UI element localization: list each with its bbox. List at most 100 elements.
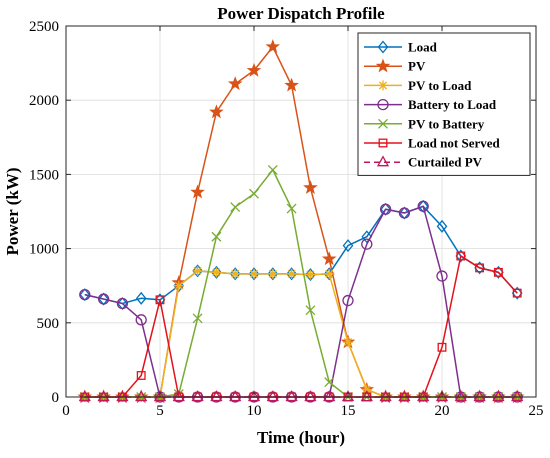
legend-item: Load not Served <box>364 136 501 151</box>
marker-diamond <box>305 268 316 282</box>
marker-triangle <box>247 390 261 402</box>
marker-triangle <box>454 390 467 402</box>
marker-diamond <box>377 40 389 54</box>
marker-square <box>493 267 503 277</box>
x-tick-label: 25 <box>529 403 544 419</box>
marker-asterisk <box>378 80 388 91</box>
marker-square <box>437 342 447 352</box>
y-axis-label: Power (kW) <box>3 168 22 256</box>
marker-asterisk <box>173 280 184 291</box>
marker-diamond <box>455 249 467 263</box>
legend-label: PV to Battery <box>408 116 485 131</box>
legend-item: Battery to Load <box>364 97 497 112</box>
marker-diamond <box>286 267 297 281</box>
marker-asterisk <box>361 384 372 395</box>
y-tick-label: 1500 <box>29 167 59 183</box>
marker-triangle <box>360 390 373 402</box>
marker-triangle <box>191 390 204 402</box>
marker-asterisk <box>192 265 203 276</box>
marker-diamond <box>135 291 147 305</box>
marker-star <box>190 184 205 199</box>
marker-x <box>230 202 241 213</box>
marker-triangle <box>473 390 486 402</box>
marker-circle <box>377 98 389 111</box>
marker-diamond <box>154 293 166 307</box>
x-tick-label: 20 <box>435 403 450 419</box>
marker-triangle <box>78 390 91 402</box>
marker-star <box>246 62 262 77</box>
legend-item: Curtailed PV <box>364 155 483 170</box>
marker-square <box>155 295 165 305</box>
marker-triangle <box>376 155 390 167</box>
marker-diamond <box>229 267 241 281</box>
marker-triangle <box>304 390 317 402</box>
marker-square <box>475 263 485 273</box>
marker-triangle <box>97 390 110 402</box>
marker-star <box>375 58 391 73</box>
marker-star <box>303 180 318 194</box>
legend-label: Load not Served <box>408 136 501 151</box>
marker-asterisk <box>324 268 335 279</box>
marker-x <box>286 203 297 214</box>
marker-diamond <box>342 239 354 253</box>
marker-diamond <box>511 286 523 300</box>
marker-x <box>305 305 316 316</box>
y-tick-label: 2500 <box>29 19 59 35</box>
marker-square <box>456 251 466 261</box>
marker-circle <box>79 288 91 301</box>
marker-circle <box>417 200 429 212</box>
marker-circle <box>342 294 354 307</box>
marker-triangle <box>210 390 223 402</box>
marker-asterisk <box>305 269 316 280</box>
marker-x <box>211 231 222 242</box>
marker-triangle <box>135 390 148 402</box>
y-tick-label: 0 <box>52 390 60 406</box>
marker-asterisk <box>343 337 353 348</box>
marker-star <box>321 251 337 266</box>
chart-title: Power Dispatch Profile <box>217 4 385 23</box>
marker-asterisk <box>286 268 297 279</box>
marker-diamond <box>361 230 373 244</box>
marker-triangle <box>511 390 524 402</box>
marker-circle <box>97 293 110 305</box>
axes-box <box>65 25 537 398</box>
marker-triangle <box>116 390 129 402</box>
marker-diamond <box>211 265 222 279</box>
marker-square <box>512 288 522 298</box>
marker-diamond <box>267 267 279 281</box>
x-axis-label: Time (hour) <box>257 428 345 447</box>
x-tick-label: 10 <box>247 403 262 419</box>
legend-label: Curtailed PV <box>408 155 483 170</box>
y-tick-label: 500 <box>37 316 60 332</box>
marker-x <box>267 164 278 175</box>
marker-x <box>378 118 388 129</box>
marker-asterisk <box>249 268 259 279</box>
marker-triangle <box>266 390 279 402</box>
marker-square <box>378 138 388 148</box>
x-tick-label: 5 <box>156 403 164 419</box>
legend: Load PV PV to Load Battery to Load PV to Bat… <box>357 32 531 176</box>
marker-triangle <box>379 390 392 402</box>
marker-triangle <box>341 390 355 402</box>
marker-x <box>249 188 259 199</box>
marker-square <box>136 371 146 380</box>
marker-triangle <box>285 390 298 402</box>
marker-star <box>284 77 299 92</box>
marker-asterisk <box>267 268 278 279</box>
marker-circle <box>379 203 392 215</box>
marker-circle <box>361 238 373 250</box>
legend-label: PV <box>408 59 426 74</box>
marker-triangle <box>153 390 167 402</box>
marker-diamond <box>192 264 203 278</box>
legend-item: Load <box>364 40 438 55</box>
marker-triangle <box>229 390 242 402</box>
marker-diamond <box>493 265 504 279</box>
x-tick-label: 0 <box>62 403 70 419</box>
marker-star <box>227 76 243 91</box>
marker-triangle <box>492 390 505 402</box>
marker-star <box>265 39 281 53</box>
marker-circle <box>398 207 411 219</box>
marker-circle <box>116 297 129 310</box>
